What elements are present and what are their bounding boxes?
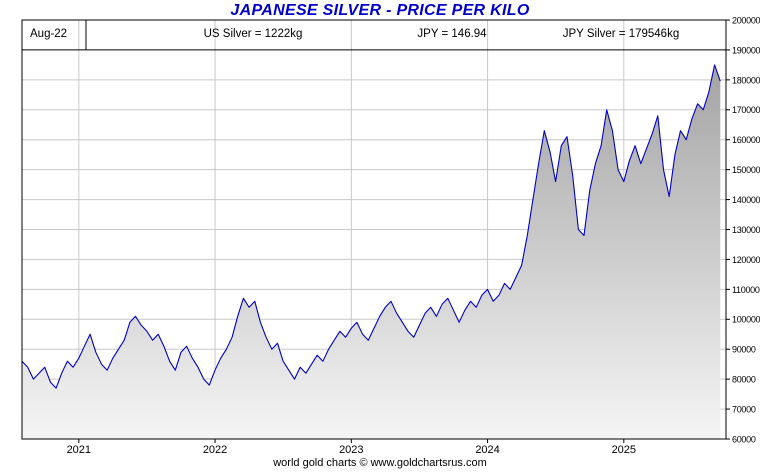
- header-jpy-silver-value: JPY Silver = 179546kg: [562, 28, 680, 40]
- price-line: [21, 64, 721, 389]
- y-axis-label: 120000: [732, 255, 760, 265]
- y-axis-label: 200000: [732, 15, 760, 25]
- page-title: JAPANESE SILVER - PRICE PER KILO: [230, 2, 530, 19]
- header-us-silver-value: US Silver = 1222kg: [203, 28, 303, 40]
- y-axis-label: 70000: [732, 404, 756, 414]
- x-axis-label: 2021: [67, 444, 91, 456]
- x-axis-label: 2023: [339, 444, 363, 456]
- y-axis-label: 100000: [732, 315, 760, 325]
- y-axis-label: 130000: [732, 225, 760, 235]
- y-axis-label: 180000: [732, 75, 760, 85]
- y-axis-label: 170000: [732, 105, 760, 115]
- y-axis-label: 80000: [732, 375, 756, 385]
- y-axis-label: 190000: [732, 45, 760, 55]
- x-axis-label: 2024: [475, 444, 499, 456]
- header-jpy-rate-value: JPY = 146.94: [417, 28, 487, 40]
- y-axis-label: 90000: [732, 345, 756, 355]
- area-fill: [22, 64, 721, 440]
- y-axis-label: 110000: [732, 285, 760, 295]
- footer-credit: world gold charts © www.goldchartsrus.co…: [273, 457, 487, 469]
- x-axis-label: 2025: [612, 444, 636, 456]
- y-axis-label: 60000: [732, 434, 756, 444]
- y-axis-label: 160000: [732, 135, 760, 145]
- y-axis-label: 150000: [732, 165, 760, 175]
- header-date-label: Aug-22: [30, 28, 68, 40]
- x-axis-label: 2022: [203, 444, 227, 456]
- y-axis-label: 140000: [732, 195, 760, 205]
